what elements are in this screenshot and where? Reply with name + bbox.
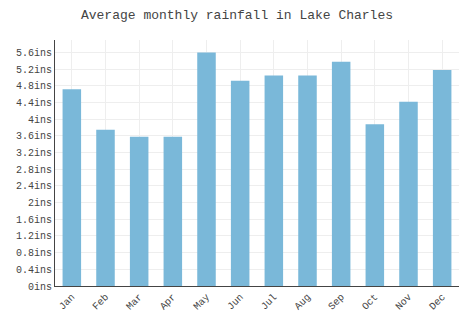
svg-text:Apr: Apr: [158, 292, 179, 313]
svg-text:2ins: 2ins: [28, 198, 52, 209]
svg-text:Aug: Aug: [293, 292, 314, 313]
svg-text:5.2ins: 5.2ins: [16, 65, 52, 76]
svg-text:Mar: Mar: [124, 292, 145, 313]
svg-text:2.4ins: 2.4ins: [16, 181, 52, 192]
svg-text:Sep: Sep: [326, 292, 347, 313]
svg-text:4.8ins: 4.8ins: [16, 81, 52, 92]
svg-text:1.6ins: 1.6ins: [16, 215, 52, 226]
svg-text:0ins: 0ins: [28, 282, 52, 293]
svg-text:0.8ins: 0.8ins: [16, 248, 52, 259]
svg-text:Nov: Nov: [394, 292, 415, 313]
svg-text:Dec: Dec: [427, 292, 448, 313]
svg-text:Jun: Jun: [225, 292, 246, 313]
svg-text:5.6ins: 5.6ins: [16, 48, 52, 59]
svg-text:Average monthly rainfall in La: Average monthly rainfall in Lake Charles: [81, 8, 393, 23]
svg-text:0.4ins: 0.4ins: [16, 265, 52, 276]
svg-text:Oct: Oct: [360, 292, 381, 313]
svg-text:3.2ins: 3.2ins: [16, 148, 52, 159]
svg-text:2.8ins: 2.8ins: [16, 165, 52, 176]
svg-text:4ins: 4ins: [28, 115, 52, 126]
svg-text:Jan: Jan: [57, 292, 78, 313]
svg-text:Jul: Jul: [259, 292, 280, 313]
svg-text:Feb: Feb: [91, 292, 112, 313]
svg-text:4.4ins: 4.4ins: [16, 98, 52, 109]
svg-text:May: May: [192, 292, 213, 313]
svg-text:1.2ins: 1.2ins: [16, 231, 52, 242]
svg-text:3.6ins: 3.6ins: [16, 131, 52, 142]
